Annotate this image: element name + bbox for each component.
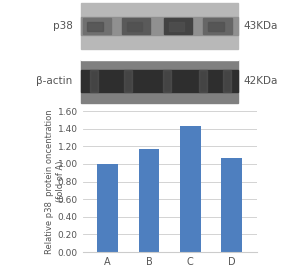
Bar <box>203 18 231 34</box>
Y-axis label: Relative p38  protein oncentration
(fold of A): Relative p38 protein oncentration (fold … <box>45 109 65 254</box>
Bar <box>208 22 224 31</box>
Text: 43KDa: 43KDa <box>244 21 278 31</box>
Bar <box>122 18 150 34</box>
Bar <box>222 158 242 252</box>
Bar <box>180 126 201 252</box>
Bar <box>127 22 142 31</box>
Text: β-actin: β-actin <box>36 76 72 86</box>
Bar <box>88 22 103 31</box>
Text: 42KDa: 42KDa <box>244 76 278 86</box>
Bar <box>81 59 238 60</box>
Text: p38: p38 <box>52 21 72 31</box>
Bar <box>81 3 238 49</box>
Bar <box>164 18 192 34</box>
Bar <box>81 17 238 35</box>
Bar <box>90 70 98 92</box>
Bar <box>124 70 132 92</box>
Bar <box>97 164 118 252</box>
Bar <box>83 18 111 34</box>
Bar <box>223 70 231 92</box>
Bar <box>81 60 238 103</box>
Bar <box>164 70 171 92</box>
Bar <box>169 22 184 31</box>
Bar <box>81 70 238 92</box>
Bar <box>200 70 207 92</box>
Bar <box>139 149 159 252</box>
